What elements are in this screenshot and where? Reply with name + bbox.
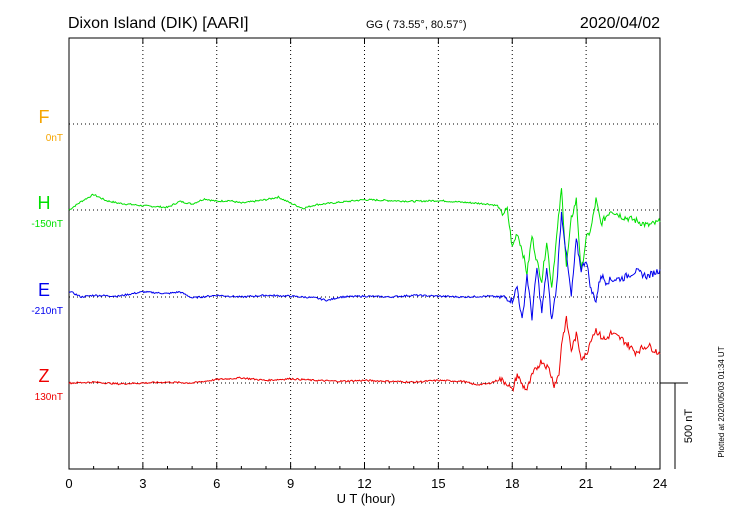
x-tick-label: 0 — [65, 476, 72, 491]
plotted-note: Plotted at 2020/05/03 01:34 UT — [717, 346, 726, 457]
x-tick-label: 18 — [505, 476, 519, 491]
station-coords: GG ( 73.55°, 80.57°) — [366, 19, 467, 31]
x-tick-label: 3 — [139, 476, 146, 491]
channel-label-e: E — [38, 280, 50, 300]
channel-baseline-f: 0nT — [46, 133, 63, 144]
series-line-e — [68, 211, 661, 321]
x-axis-ticks: 0 3 6 9 12 15 18 21 24 — [65, 38, 667, 491]
scale-bar: 500 nT — [660, 382, 695, 469]
series-line-z — [68, 315, 661, 393]
station-title: Dixon Island (DIK) [AARI] — [68, 15, 249, 32]
channel-label-h: H — [38, 193, 51, 213]
x-tick-label: 21 — [579, 476, 593, 491]
x-axis-label: U T (hour) — [337, 491, 396, 506]
grid-lines — [69, 38, 660, 469]
channel-baseline-h: -150nT — [31, 219, 63, 230]
channel-baseline-e: -210nT — [31, 306, 63, 317]
x-tick-label: 6 — [213, 476, 220, 491]
channel-label-f: F — [39, 107, 50, 127]
channel-label-z: Z — [39, 366, 50, 386]
series-layer — [68, 188, 661, 393]
series-line-h — [68, 188, 661, 288]
x-tick-label: 24 — [653, 476, 667, 491]
plot-date: 2020/04/02 — [580, 15, 660, 32]
x-tick-label: 15 — [431, 476, 445, 491]
x-tick-label: 9 — [287, 476, 294, 491]
x-tick-label: 12 — [357, 476, 371, 491]
channel-baseline-z: 130nT — [35, 392, 63, 403]
scale-bar-label: 500 nT — [683, 409, 695, 444]
channel-labels: F 0nT H -150nT E -210nT Z 130nT — [31, 107, 63, 403]
